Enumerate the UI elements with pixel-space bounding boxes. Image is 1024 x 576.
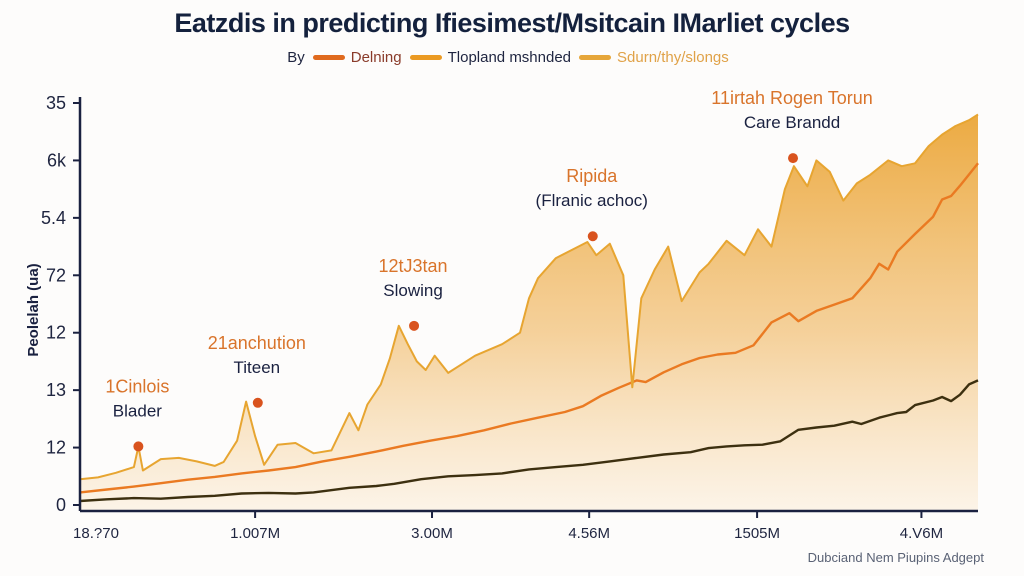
annotation-title-4: 11irtah Rogen Torun [711, 88, 872, 108]
y-tick-label: 5.4 [41, 208, 66, 228]
legend-item-0[interactable]: Delning [312, 49, 402, 66]
annotation-title-3: Ripida [566, 166, 618, 186]
annotation-dot-1 [252, 397, 263, 408]
x-tick-label: 4.56M [568, 525, 610, 542]
series-area-2 [80, 114, 978, 511]
legend: By Delning Tlopland mshnded Sdurn/thy/sl… [0, 49, 1024, 66]
legend-item-1[interactable]: Tlopland mshnded [409, 49, 572, 66]
legend-prefix: By [287, 49, 305, 66]
x-tick-label: 1.007M [230, 525, 280, 542]
chart-title: Eatzdis in predicting Ifiesimest/Msitcai… [174, 8, 850, 38]
legend-swatch-0 [312, 55, 345, 60]
legend-swatch-2 [579, 55, 612, 60]
annotation-subtitle-2: Slowing [383, 281, 443, 300]
annotation-title-2: 12tJ3tan [379, 256, 448, 276]
x-tick-label: 18.?70 [73, 525, 119, 542]
x-tick-label: 3.00M [411, 525, 453, 542]
y-tick-label: 35 [46, 93, 66, 113]
series-line-0 [79, 379, 979, 503]
x-tick-label: 4.V6M [900, 525, 943, 542]
y-tick-label: 13 [46, 380, 66, 400]
annotation-subtitle-0: Blader [113, 401, 162, 420]
series-line-2 [79, 113, 979, 481]
annotation-subtitle-3: (Flranic achoc) [536, 191, 648, 210]
axes: 0 12 13 12 72 5.4 6k 35 18.?70 1.007M 3.00M 4.56M 15… [41, 93, 978, 542]
annotation-subtitle-1: Titeen [233, 358, 280, 377]
area-layer [80, 114, 978, 511]
legend-label-2: Sdurn/thy/slongs [617, 49, 729, 66]
y-axis-title: Peolelah (ua) [25, 263, 42, 356]
annotation-dot-3 [587, 231, 598, 242]
footer-note: Dubciand Nem Piupins Adgept [807, 550, 984, 565]
annotation-dot-4 [788, 153, 799, 164]
line-layer [79, 113, 979, 503]
x-tick-label: 1505M [734, 525, 780, 542]
annotation-subtitle-4: Care Brandd [744, 113, 840, 132]
legend-label-0: Delning [350, 49, 402, 66]
legend-label-1: Tlopland mshnded [447, 49, 572, 66]
annotation-dot-2 [409, 320, 420, 331]
y-tick-label: 12 [46, 438, 66, 458]
annotation-title-0: 1Cinlois [105, 376, 169, 396]
y-tick-label: 6k [47, 150, 67, 170]
annotation-layer: Blader 1Cinlois Titeen 21anchution Slowing 12… [105, 88, 873, 452]
annotation-dot-0 [133, 441, 144, 452]
annotation-title-1: 21anchution [208, 333, 306, 353]
series-line-1 [79, 162, 979, 494]
y-tick-label: 12 [46, 323, 66, 343]
y-tick-label: 0 [56, 495, 66, 515]
legend-item-2[interactable]: Sdurn/thy/slongs [579, 49, 729, 66]
legend-swatch-1 [409, 55, 442, 60]
y-tick-label: 72 [46, 265, 66, 285]
